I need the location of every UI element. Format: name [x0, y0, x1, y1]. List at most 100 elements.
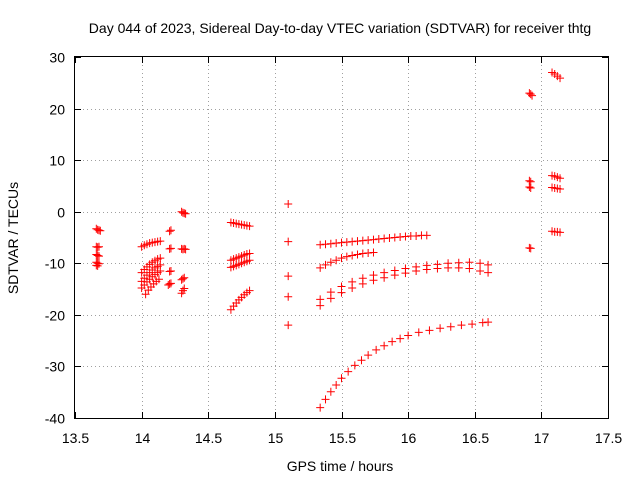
data-point: [332, 256, 341, 265]
data-point: [353, 237, 362, 246]
data-point: [380, 341, 389, 350]
data-point: [180, 273, 189, 282]
data-point: [166, 226, 175, 235]
data-point: [364, 351, 373, 360]
data-point: [178, 286, 187, 295]
data-point: [337, 374, 346, 383]
data-point: [396, 232, 405, 241]
data-point: [93, 251, 102, 260]
y-axis-label: SDTVAR / TECUs: [5, 182, 21, 294]
series-pts-14.0e: [141, 275, 163, 299]
data-point: [332, 239, 341, 248]
data-point: [476, 267, 485, 276]
data-point: [94, 252, 103, 261]
data-point: [401, 232, 410, 241]
data-point: [457, 321, 466, 330]
series-pts-arc-2: [316, 248, 378, 272]
data-point: [284, 321, 293, 330]
data-point: [364, 236, 373, 245]
data-point: [166, 279, 175, 288]
data-point: [390, 271, 399, 280]
series-pts-16.92: [525, 89, 537, 253]
series-pts-15.1: [284, 199, 293, 330]
data-point: [385, 234, 394, 243]
data-point: [316, 263, 325, 272]
data-point: [166, 267, 175, 276]
data-point: [369, 235, 378, 244]
data-point: [350, 361, 359, 370]
data-point: [364, 248, 373, 257]
data-point: [412, 231, 421, 240]
series-pts-arc-bottom: [316, 318, 493, 412]
data-point: [374, 235, 383, 244]
data-point: [326, 387, 335, 396]
data-point: [165, 227, 174, 236]
data-point: [245, 222, 254, 231]
data-point: [180, 209, 189, 218]
plot-frame: [74, 56, 609, 419]
data-point: [337, 238, 346, 247]
data-point: [556, 174, 565, 183]
data-point: [380, 234, 389, 243]
y-tick-label: -40: [45, 411, 65, 427]
data-point: [390, 233, 399, 242]
series-pts-14.7d: [226, 286, 254, 314]
data-point: [380, 273, 389, 282]
data-point: [357, 356, 366, 365]
data-point: [180, 244, 189, 253]
data-point: [96, 226, 105, 235]
data-point: [422, 231, 431, 240]
y-tick-label: 0: [57, 205, 65, 221]
data-point: [484, 260, 493, 269]
data-point: [484, 318, 493, 327]
data-point: [154, 275, 163, 284]
data-point: [353, 250, 362, 259]
data-point: [556, 228, 565, 237]
data-point: [556, 74, 565, 83]
data-point: [181, 209, 190, 218]
y-tick-label: -20: [45, 308, 65, 324]
data-point: [468, 320, 477, 329]
data-point: [316, 403, 325, 412]
data-point: [401, 269, 410, 278]
series-pts-arc-top: [316, 231, 431, 249]
data-point: [358, 279, 367, 288]
data-point: [446, 322, 455, 331]
series-pts-14.0a: [137, 237, 165, 251]
series-pts-14.7b: [226, 249, 254, 265]
data-point: [412, 267, 421, 276]
data-point: [178, 274, 187, 283]
series-pts-arc-4: [316, 263, 493, 310]
chart-title: Day 044 of 2023, Sidereal Day-to-day VTE…: [89, 20, 591, 36]
data-point: [342, 238, 351, 247]
y-tick-label: -30: [45, 359, 65, 375]
data-point: [326, 294, 335, 303]
data-point: [478, 318, 487, 327]
data-point: [465, 264, 474, 273]
x-tick-label: 16: [401, 430, 417, 446]
data-point: [348, 284, 357, 293]
x-tick-label: 15: [268, 430, 284, 446]
data-point: [337, 288, 346, 297]
data-point: [284, 199, 293, 208]
series-pts-14.7c: [226, 256, 254, 272]
data-point: [526, 90, 535, 99]
data-point: [525, 243, 534, 252]
data-point: [388, 337, 397, 346]
data-point: [94, 226, 103, 235]
data-point: [348, 251, 357, 260]
x-tick-label: 14.5: [195, 430, 222, 446]
data-point: [454, 263, 463, 272]
data-point: [433, 264, 442, 273]
y-tick-label: -10: [45, 256, 65, 272]
data-point: [404, 331, 413, 340]
data-point: [372, 345, 381, 354]
data-point: [166, 244, 175, 253]
data-point: [156, 237, 165, 246]
series-pts-14.7a: [226, 218, 254, 231]
data-point: [92, 261, 101, 270]
data-point: [284, 237, 293, 246]
data-point: [326, 258, 335, 267]
series-pts-14.0c: [137, 260, 165, 286]
